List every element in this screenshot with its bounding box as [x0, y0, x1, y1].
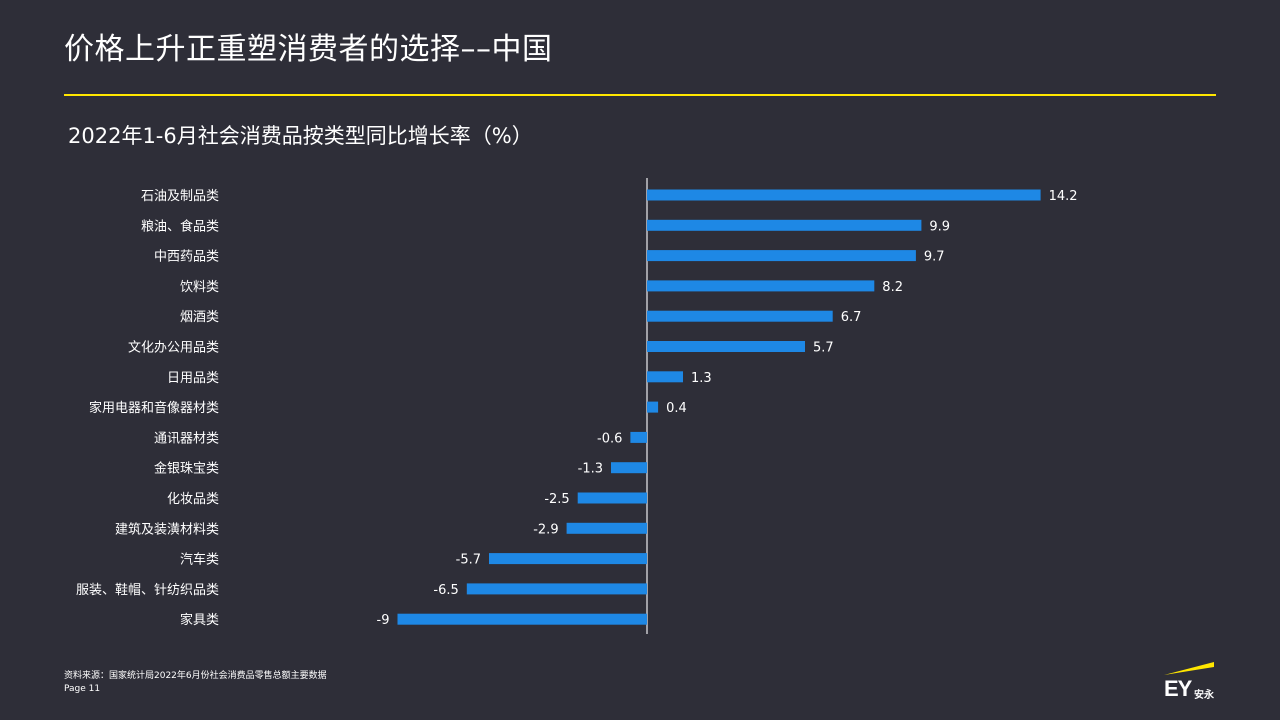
bar-value-label: -5.7 — [456, 553, 481, 568]
source-note: 资料来源：国家统计局2022年6月份社会消费品零售总额主要数据 — [64, 671, 327, 681]
bar — [647, 401, 659, 413]
category-label: 化妆品类 — [167, 492, 219, 507]
bar — [647, 280, 875, 292]
category-label: 烟酒类 — [180, 310, 219, 325]
bar-value-label: -9 — [377, 613, 390, 628]
category-label: 文化办公用品类 — [128, 341, 219, 356]
category-label: 中西药品类 — [154, 250, 219, 265]
category-label: 粮油、食品类 — [141, 218, 219, 234]
bar — [647, 371, 683, 383]
chart-title: 2022年1-6月社会消费品按类型同比增长率（%） — [68, 124, 533, 148]
bar — [630, 431, 647, 443]
page-title: 价格上升正重塑消费者的选择––中国 — [64, 32, 553, 67]
bar — [577, 492, 647, 504]
bar-value-label: 1.3 — [691, 371, 712, 386]
category-label: 家具类 — [180, 612, 219, 628]
ey-beam-icon — [1164, 662, 1214, 675]
bar-value-label: -0.6 — [597, 431, 622, 446]
bar-value-label: 9.7 — [924, 250, 945, 265]
category-label: 饮料类 — [180, 280, 219, 295]
category-label: 金银珠宝类 — [154, 461, 219, 477]
bar-value-label: -6.5 — [433, 583, 458, 598]
ey-logo: EY 安永 — [1160, 656, 1220, 706]
bar-value-label: 5.7 — [813, 341, 834, 356]
bar — [611, 462, 647, 474]
page-number: Page 11 — [64, 684, 101, 694]
category-label: 建筑及装潢材料类 — [115, 521, 219, 537]
category-label: 服装、鞋帽、针纺织品类 — [76, 582, 219, 598]
bar — [647, 189, 1041, 201]
bar — [397, 613, 647, 625]
bar — [489, 553, 647, 565]
category-label: 日用品类 — [167, 371, 219, 386]
bar — [647, 219, 922, 231]
title-divider — [64, 94, 1216, 96]
category-label: 石油及制品类 — [141, 189, 219, 204]
category-label: 通讯器材类 — [154, 431, 219, 446]
bar-value-label: -2.9 — [533, 522, 558, 537]
bar-value-label: 9.9 — [929, 219, 950, 234]
bar — [647, 310, 833, 322]
bar-value-label: 6.7 — [841, 310, 862, 325]
bar-value-label: 14.2 — [1049, 189, 1078, 204]
bar-value-label: -1.3 — [578, 462, 603, 477]
logo-brand-cn: 安永 — [1194, 690, 1214, 701]
bar-value-label: -2.5 — [544, 492, 569, 507]
bar-value-label: 8.2 — [882, 280, 903, 295]
bar — [647, 341, 805, 352]
bar — [566, 522, 647, 534]
bar-value-label: 0.4 — [666, 401, 687, 416]
logo-brand: EY — [1164, 676, 1192, 701]
category-label: 家用电器和音像器材类 — [89, 400, 219, 416]
category-label: 汽车类 — [180, 552, 219, 568]
bar — [647, 250, 916, 262]
bar — [466, 583, 647, 595]
